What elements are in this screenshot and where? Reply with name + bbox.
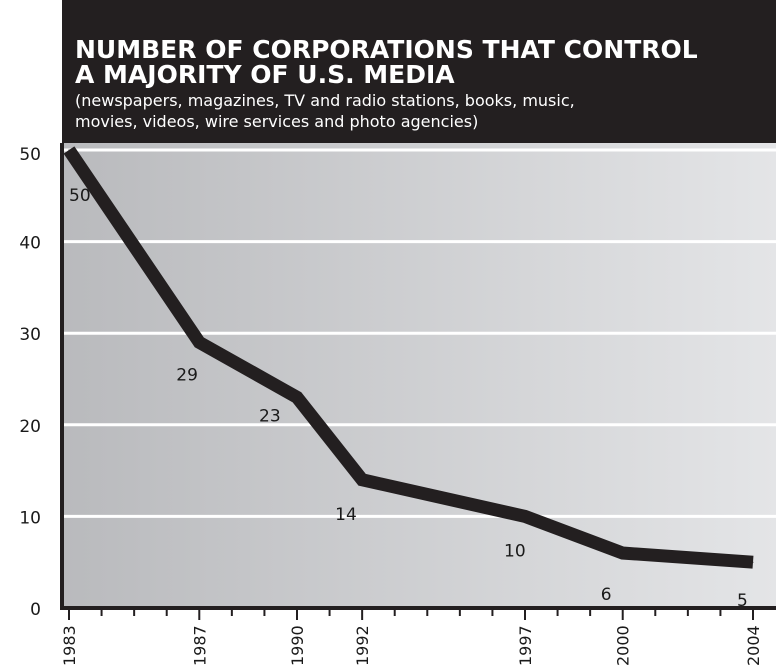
- data-label-1990: 23: [259, 406, 281, 426]
- x-tick-label-1992: 1992: [353, 625, 372, 666]
- x-tick-label-1983: 1983: [60, 625, 79, 666]
- y-tick-label-50: 50: [19, 145, 41, 165]
- y-axis: 0 10 20 30 40 50: [19, 143, 64, 620]
- y-tick-label-10: 10: [19, 508, 41, 528]
- data-label-2004: 5: [737, 591, 748, 611]
- data-label-2000: 6: [601, 585, 612, 605]
- data-point-1992: [361, 479, 363, 481]
- gridlines: [62, 148, 776, 518]
- data-point-1990: [296, 396, 298, 398]
- x-tick-label-2000: 2000: [614, 625, 633, 666]
- chart-subtitle-line-1: (newspapers, magazines, TV and radio sta…: [75, 91, 575, 110]
- data-label-1983: 50: [69, 186, 91, 206]
- series-group: [63, 146, 754, 569]
- header-background: [62, 0, 776, 143]
- data-point-2000: [622, 552, 624, 554]
- chart-subtitle-line-2: movies, videos, wire services and photo …: [75, 112, 478, 131]
- chart-title-line-2: A MAJORITY OF U.S. MEDIA: [75, 60, 455, 89]
- data-label-1987: 29: [176, 365, 198, 385]
- y-tick-label-0: 0: [30, 600, 41, 620]
- x-tick-label-1987: 1987: [190, 625, 209, 666]
- data-labels: 50 29 23 14 10 6 5: [69, 186, 748, 611]
- chart-header: NUMBER OF CORPORATIONS THAT CONTROL A MA…: [62, 0, 776, 143]
- data-point-1987: [198, 341, 200, 343]
- data-point-2004: [752, 561, 754, 563]
- x-tick-label-2004: 2004: [744, 625, 763, 666]
- data-label-1997: 10: [504, 541, 526, 561]
- x-tick-label-1990: 1990: [288, 625, 307, 666]
- x-tick-label-1997: 1997: [516, 625, 535, 666]
- chart-title-line-1: NUMBER OF CORPORATIONS THAT CONTROL: [75, 35, 698, 64]
- y-tick-label-30: 30: [19, 325, 41, 345]
- data-label-1992: 14: [335, 505, 357, 525]
- y-tick-label-20: 20: [19, 417, 41, 437]
- x-axis: 1983 1987 1990 1992 1997 2000 2004: [60, 606, 776, 666]
- data-point-1997: [524, 515, 526, 517]
- y-tick-label-40: 40: [19, 234, 41, 254]
- plot-area: [62, 143, 776, 608]
- data-point-1983: [68, 149, 70, 151]
